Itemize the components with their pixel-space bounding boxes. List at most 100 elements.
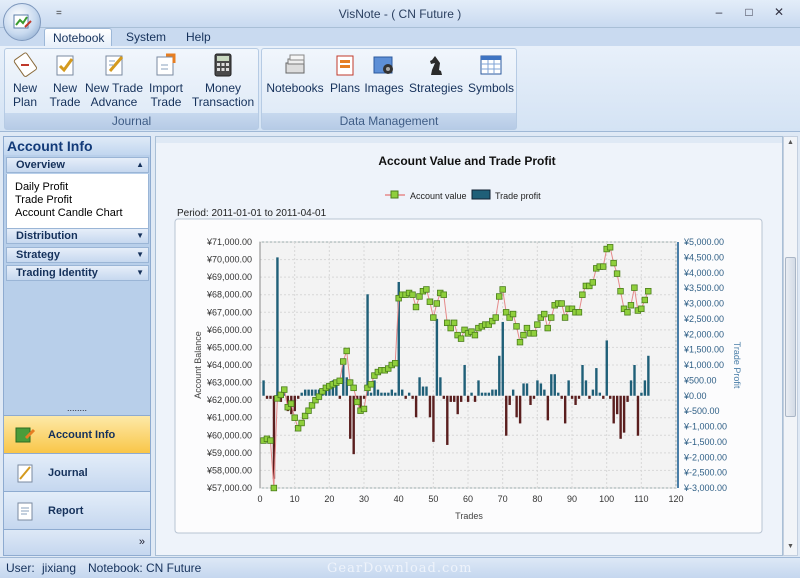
status-user-value: jixiang — [42, 561, 77, 575]
minimize-button[interactable]: – — [715, 5, 723, 19]
new-trade-advance-button[interactable]: New Trade Advance — [84, 51, 144, 109]
trade-profit-bar — [501, 321, 504, 396]
y2-tick-label: ¥4,000.00 — [683, 268, 724, 278]
money-transaction-label-1: Money — [204, 81, 242, 95]
legend-trade-profit-swatch — [471, 189, 491, 200]
scrollbar-thumb[interactable] — [785, 257, 796, 417]
section-distribution[interactable]: Distribution ▼ — [6, 228, 149, 244]
trade-profit-bar — [390, 389, 394, 396]
x-tick-label: 80 — [532, 494, 542, 504]
tab-notebook[interactable]: Notebook — [44, 28, 112, 46]
account-value-point — [294, 425, 302, 432]
overview-list: Daily Profit Trade Profit Account Candle… — [6, 174, 149, 230]
nav-journal[interactable]: Journal — [4, 453, 150, 491]
nav-report[interactable]: Report — [4, 491, 150, 529]
strategies-button[interactable]: Strategies — [408, 51, 464, 95]
trade-profit-bar — [293, 395, 296, 412]
trade-profit-bar — [560, 395, 563, 399]
trade-profit-bar — [387, 392, 390, 396]
link-trade-profit[interactable]: Trade Profit — [15, 194, 73, 206]
y-tick-label: ¥63,000.00 — [206, 378, 252, 388]
new-plan-button[interactable]: New Plan — [8, 51, 42, 109]
trade-profit-bar — [626, 395, 629, 402]
trade-profit-bar — [369, 392, 373, 396]
account-value-point — [558, 300, 565, 307]
panel-splitter[interactable]: ........ — [66, 403, 87, 413]
application-menu-button[interactable] — [3, 3, 41, 41]
plans-button[interactable]: Plans — [328, 51, 362, 95]
account-value-point — [391, 360, 399, 367]
y2-tick-label: ¥-1,500.00 — [683, 437, 727, 447]
quick-access-toolbar[interactable]: = — [56, 8, 62, 19]
maximize-button[interactable]: □ — [745, 5, 753, 19]
account-value-point — [530, 330, 538, 337]
trade-profit-bars — [262, 257, 650, 479]
account-value-point — [440, 291, 447, 298]
scroll-up-arrow-icon[interactable]: ▲ — [787, 139, 794, 146]
tab-system[interactable]: System — [126, 30, 167, 44]
x-axis-label: Trades — [455, 511, 483, 521]
trade-profit-bar — [380, 392, 383, 396]
trade-profit-bar — [550, 374, 553, 396]
notebooks-button[interactable]: Notebooks — [266, 51, 324, 95]
trade-profit-bar — [536, 380, 539, 396]
trade-profit-bar — [456, 395, 459, 415]
trade-profit-bar — [411, 395, 414, 399]
trade-profit-bar — [612, 395, 615, 424]
account-value-point — [516, 338, 524, 346]
trade-profit-bar — [491, 389, 494, 396]
trade-profit-bar — [591, 389, 595, 396]
section-overview[interactable]: Overview ▲ — [6, 157, 149, 173]
section-strategy[interactable]: Strategy ▼ — [6, 247, 149, 263]
expand-arrow-icon: ▼ — [136, 231, 144, 240]
trade-profit-bar — [283, 392, 286, 396]
trade-profit-bar — [588, 395, 591, 399]
import-trade-icon — [156, 53, 176, 76]
section-trading-identity[interactable]: Trading Identity ▼ — [6, 265, 149, 281]
link-account-candle-chart[interactable]: Account Candle Chart — [15, 207, 123, 219]
trade-profit-bar — [335, 380, 338, 396]
trade-profit-bar — [480, 392, 484, 396]
x-tick-label: 10 — [290, 494, 300, 504]
group-label-data-management: Data Management — [262, 113, 516, 129]
new-plan-icon — [13, 52, 38, 77]
import-trade-button[interactable]: Import Trade — [146, 51, 186, 109]
symbols-label: Symbols — [467, 81, 514, 95]
trade-profit-bar — [401, 389, 404, 396]
y-tick-label: ¥61,000.00 — [206, 413, 252, 423]
account-value-point — [433, 300, 440, 307]
app-logo-icon — [13, 14, 32, 29]
y2-tick-label: ¥-3,000.00 — [683, 483, 727, 493]
grid — [259, 241, 677, 489]
new-trade-button[interactable]: New Trade — [46, 51, 84, 109]
journal-icon — [17, 464, 33, 483]
more-chevron-icon[interactable]: » — [138, 536, 145, 548]
new-plan-label-2: Plan — [12, 95, 38, 109]
tab-help[interactable]: Help — [186, 30, 211, 44]
account-value-point — [409, 291, 416, 298]
chart-period: Period: 2011-01-01 to 2011-04-01 — [177, 208, 327, 219]
legend-account-value-label: Account value — [410, 191, 467, 201]
images-button[interactable]: Images — [363, 51, 405, 95]
symbols-table-icon — [480, 55, 502, 75]
notebooks-label: Notebooks — [266, 81, 324, 95]
group-label-journal: Journal — [5, 113, 258, 129]
close-button[interactable]: ✕ — [773, 5, 785, 19]
symbols-button[interactable]: Symbols — [467, 51, 515, 95]
scroll-down-arrow-icon[interactable]: ▼ — [787, 543, 794, 550]
trade-profit-bar — [574, 395, 577, 405]
money-transaction-button[interactable]: Money Transaction — [190, 51, 256, 109]
x-tick-label: 50 — [428, 494, 438, 504]
link-daily-profit[interactable]: Daily Profit — [15, 181, 69, 193]
trade-profit-bar — [539, 383, 543, 396]
y-tick-label: ¥57,000.00 — [206, 483, 252, 493]
account-value-point — [509, 310, 517, 318]
trade-profit-bar — [640, 392, 643, 396]
account-value-point — [589, 279, 596, 286]
content-area: Account Value and Trade Profit Account v… — [155, 136, 783, 556]
trade-profit-bar — [577, 395, 581, 399]
account-value-point — [395, 295, 402, 302]
account-value-point — [523, 324, 531, 332]
vertical-scrollbar[interactable]: ▲ ▼ — [783, 136, 798, 556]
nav-account-info[interactable]: Account Info — [4, 415, 150, 453]
